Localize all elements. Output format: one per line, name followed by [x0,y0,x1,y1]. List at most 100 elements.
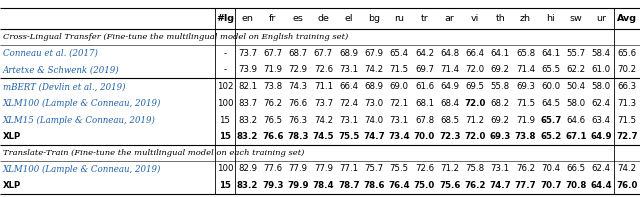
Text: 75.7: 75.7 [364,164,383,173]
Text: 71.9: 71.9 [516,116,535,125]
Text: Avg: Avg [617,14,637,23]
Text: 76.4: 76.4 [388,181,410,190]
Text: 61.0: 61.0 [592,65,611,74]
Text: 75.5: 75.5 [338,132,359,141]
Text: mBERT (Devlin et al., 2019): mBERT (Devlin et al., 2019) [3,82,125,91]
Text: 69.2: 69.2 [491,116,510,125]
Text: 74.3: 74.3 [289,82,308,91]
Text: 69.5: 69.5 [465,82,484,91]
Text: 82.1: 82.1 [238,82,257,91]
Text: 62.4: 62.4 [592,99,611,108]
Text: 68.4: 68.4 [440,99,460,108]
Text: 70.2: 70.2 [618,65,637,74]
Text: 75.0: 75.0 [414,181,435,190]
Text: 78.6: 78.6 [364,181,385,190]
Text: 15: 15 [219,132,231,141]
Text: -: - [223,65,227,74]
Text: 70.7: 70.7 [540,181,561,190]
Text: 74.2: 74.2 [618,164,637,173]
Text: 68.5: 68.5 [440,116,460,125]
Text: 77.7: 77.7 [515,181,536,190]
Text: 74.7: 74.7 [363,132,385,141]
Text: 77.1: 77.1 [339,164,358,173]
Text: ur: ur [596,14,606,23]
Text: 66.4: 66.4 [465,49,484,58]
Text: 71.5: 71.5 [390,65,409,74]
Text: XLM100 (Lample & Conneau, 2019): XLM100 (Lample & Conneau, 2019) [3,164,161,174]
Text: 75.8: 75.8 [465,164,484,173]
Text: 73.1: 73.1 [339,116,358,125]
Text: 73.1: 73.1 [390,116,409,125]
Text: tr: tr [420,14,428,23]
Text: 71.2: 71.2 [440,164,460,173]
Text: 71.5: 71.5 [516,99,535,108]
Text: Artetxe & Schwenk (2019): Artetxe & Schwenk (2019) [3,65,120,74]
Text: ru: ru [394,14,404,23]
Text: 72.6: 72.6 [415,164,434,173]
Text: 71.2: 71.2 [465,116,484,125]
Text: 78.4: 78.4 [312,181,334,190]
Text: 72.0: 72.0 [465,99,486,108]
Text: th: th [495,14,505,23]
Text: hi: hi [547,14,555,23]
Text: 68.7: 68.7 [289,49,308,58]
Text: bg: bg [368,14,380,23]
Text: 67.1: 67.1 [565,132,587,141]
Text: fr: fr [269,14,276,23]
Text: Conneau et al. (2017): Conneau et al. (2017) [3,49,98,58]
Text: 67.9: 67.9 [364,49,383,58]
Text: 82.9: 82.9 [238,164,257,173]
Text: 74.2: 74.2 [364,65,383,74]
Text: 73.7: 73.7 [238,49,257,58]
Text: 73.8: 73.8 [263,82,282,91]
Text: 83.2: 83.2 [237,181,259,190]
Text: 77.9: 77.9 [289,164,308,173]
Text: 79.3: 79.3 [262,181,284,190]
Text: 65.7: 65.7 [540,116,561,125]
Text: XLP: XLP [3,181,21,190]
Text: Translate-Train (Fine-tune the multilingual model on each training set): Translate-Train (Fine-tune the multiling… [3,149,305,157]
Text: en: en [242,14,253,23]
Text: 65.2: 65.2 [540,132,561,141]
Text: 64.1: 64.1 [541,49,561,58]
Text: 64.1: 64.1 [491,49,510,58]
Text: 66.5: 66.5 [566,164,586,173]
Text: 83.2: 83.2 [237,132,259,141]
Text: 71.4: 71.4 [516,65,535,74]
Text: 77.6: 77.6 [263,164,282,173]
Text: XLP: XLP [3,132,21,141]
Text: 62.2: 62.2 [566,65,586,74]
Text: 72.1: 72.1 [390,99,409,108]
Text: 68.1: 68.1 [415,99,434,108]
Text: Cross-Lingual Transfer (Fine-tune the multilingual model on English training set: Cross-Lingual Transfer (Fine-tune the mu… [3,33,348,41]
Text: 76.2: 76.2 [263,99,282,108]
Text: sw: sw [570,14,582,23]
Text: 65.5: 65.5 [541,65,561,74]
Text: 73.7: 73.7 [314,99,333,108]
Text: 71.4: 71.4 [440,65,460,74]
Text: 71.5: 71.5 [618,116,637,125]
Text: 15: 15 [220,116,230,125]
Text: 72.0: 72.0 [465,65,484,74]
Text: XLM100 (Lample & Conneau, 2019): XLM100 (Lample & Conneau, 2019) [3,99,161,108]
Text: 100: 100 [217,99,233,108]
Text: -: - [223,49,227,58]
Text: 55.7: 55.7 [566,49,586,58]
Text: 74.7: 74.7 [490,181,511,190]
Text: 64.9: 64.9 [591,132,612,141]
Text: 77.9: 77.9 [314,164,333,173]
Text: 70.8: 70.8 [565,181,587,190]
Text: 61.6: 61.6 [415,82,434,91]
Text: 102: 102 [217,82,233,91]
Text: 62.4: 62.4 [592,164,611,173]
Text: 72.9: 72.9 [289,65,308,74]
Text: 76.0: 76.0 [616,181,637,190]
Text: 69.7: 69.7 [415,65,434,74]
Text: ar: ar [445,14,454,23]
Text: 69.3: 69.3 [516,82,535,91]
Text: 68.9: 68.9 [364,82,383,91]
Text: 76.2: 76.2 [464,181,486,190]
Text: 74.0: 74.0 [364,116,383,125]
Text: 76.2: 76.2 [516,164,535,173]
Text: 74.2: 74.2 [314,116,333,125]
